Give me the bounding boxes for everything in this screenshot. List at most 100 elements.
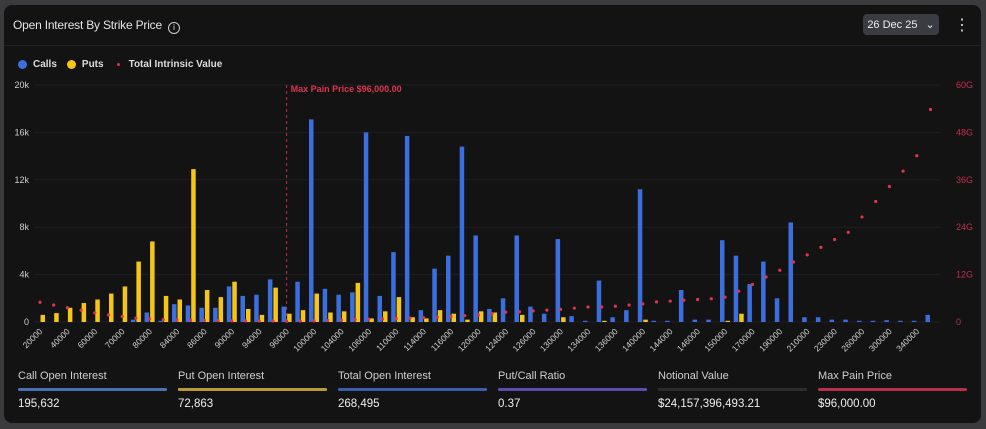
intrinsic-value-point (353, 318, 357, 322)
call-bar (815, 317, 821, 322)
puts-swatch (66, 60, 76, 69)
call-bar (747, 284, 752, 322)
intrinsic-value-point (476, 313, 480, 317)
call-bar (692, 319, 698, 322)
x-axis-tick-label: 134000 (565, 326, 592, 353)
left-axis-tick-label: 16k (14, 127, 29, 137)
intrinsic-value-point (148, 317, 152, 321)
stat-put-call-ratio: Put/Call Ratio 0.37 (498, 370, 647, 410)
call-bar (213, 307, 218, 322)
right-axis-tick-label: 0 (956, 317, 961, 327)
put-bar (643, 319, 648, 322)
call-bar (596, 280, 602, 322)
left-axis-tick-label: 20k (14, 80, 29, 90)
stat-put-oi: Put Open Interest 72,863 (178, 370, 327, 410)
intrinsic-value-point (65, 306, 69, 310)
call-bar (158, 320, 163, 322)
put-bar (602, 320, 607, 322)
put-bar (81, 303, 87, 322)
call-bar (624, 310, 629, 322)
intrinsic-value-point (723, 295, 727, 299)
call-bar (432, 268, 437, 322)
intrinsic-value-point (572, 306, 576, 310)
max-pain-annotation: Max Pain Price $96,000.00 (291, 84, 402, 94)
stat-label: Call Open Interest (18, 370, 107, 382)
intrinsic-value-point (559, 307, 563, 311)
open-interest-card: Open Interest By Strike Price i 26 Dec 25… (4, 5, 981, 423)
expiry-date-dropdown[interactable]: 26 Dec 25 ⌄ (863, 14, 939, 35)
call-bar (720, 240, 725, 322)
x-axis-tick-label: 340000 (894, 326, 921, 353)
put-bar (287, 313, 292, 322)
intrinsic-value-point (668, 299, 672, 303)
intrinsic-value-point (928, 107, 933, 112)
call-bar (857, 320, 862, 322)
call-bar (295, 281, 300, 322)
put-bar (246, 308, 251, 322)
x-axis-tick-label: 40000 (48, 326, 72, 350)
call-bar (377, 295, 382, 322)
put-bar (109, 293, 114, 322)
intrinsic-value-point (709, 297, 713, 301)
put-bar (150, 241, 155, 322)
legend-puts[interactable]: Puts (66, 59, 104, 70)
x-axis-tick-label: 106000 (346, 326, 373, 353)
stat-total-oi: Total Open Interest 268,495 (338, 370, 487, 410)
calls-swatch (18, 60, 27, 69)
legend-intrinsic[interactable]: Total Intrinsic Value (114, 59, 222, 70)
stat-label: Put Open Interest (178, 370, 265, 382)
expiry-date-value: 26 Dec 25 (867, 18, 918, 31)
call-bar (267, 279, 273, 322)
x-axis-tick-label: 136000 (593, 326, 620, 353)
call-bar (870, 320, 876, 322)
put-bar (95, 299, 100, 322)
intrinsic-value-point (696, 297, 700, 302)
intrinsic-value-point (326, 318, 330, 323)
call-bar (446, 255, 451, 322)
intrinsic-value-point (778, 268, 782, 272)
stat-label: Notional Value (658, 370, 729, 382)
intrinsic-value-point (490, 312, 494, 316)
intrinsic-value-point (394, 316, 398, 321)
more-vertical-icon[interactable]: ⋮ (954, 17, 970, 34)
put-bar (300, 310, 306, 322)
intrinsic-value-point (504, 310, 508, 314)
intrinsic-value-point (545, 308, 549, 312)
put-bar (122, 286, 128, 322)
x-axis-tick-label: 116000 (429, 326, 456, 353)
intrinsic-value-point (52, 303, 56, 307)
card-title: Open Interest By Strike Price i (13, 18, 180, 34)
intrinsic-value-point (435, 315, 439, 319)
call-bar (706, 319, 711, 322)
put-bar (232, 281, 237, 322)
intrinsic-value-point (202, 318, 206, 323)
intrinsic-value-point (216, 319, 220, 323)
put-bar (163, 295, 169, 322)
x-axis-tick-label: 126000 (510, 326, 537, 353)
x-axis-tick-label: 146000 (675, 326, 702, 353)
stat-value: 0.37 (498, 398, 521, 410)
stat-bar (18, 388, 167, 391)
x-axis-tick-label: 84000 (158, 326, 182, 350)
x-axis-tick-label: 190000 (757, 326, 784, 353)
intrinsic-value-point (627, 303, 631, 307)
call-bar (322, 288, 328, 322)
intrinsic-value-point (463, 314, 467, 318)
intrinsic-value-point (833, 237, 837, 242)
call-bar (665, 320, 670, 322)
x-axis-tick-label: 130000 (538, 326, 565, 353)
intrinsic-value-point (819, 245, 823, 249)
card-header: Open Interest By Strike Price i 26 Dec 25… (4, 5, 981, 46)
legend-calls[interactable]: Calls (18, 59, 57, 70)
info-icon[interactable]: i (167, 22, 180, 34)
intrinsic-value-point (682, 298, 686, 302)
call-bar (884, 320, 889, 322)
put-bar (40, 314, 45, 322)
left-axis-tick-label: 8k (19, 222, 29, 232)
stat-label: Max Pain Price (818, 370, 892, 382)
intrinsic-value-point (134, 316, 138, 320)
x-axis-tick-label: 150000 (702, 326, 729, 353)
intrinsic-value-point (600, 305, 604, 309)
intrinsic-value-point (654, 300, 659, 304)
call-bar (788, 222, 793, 322)
